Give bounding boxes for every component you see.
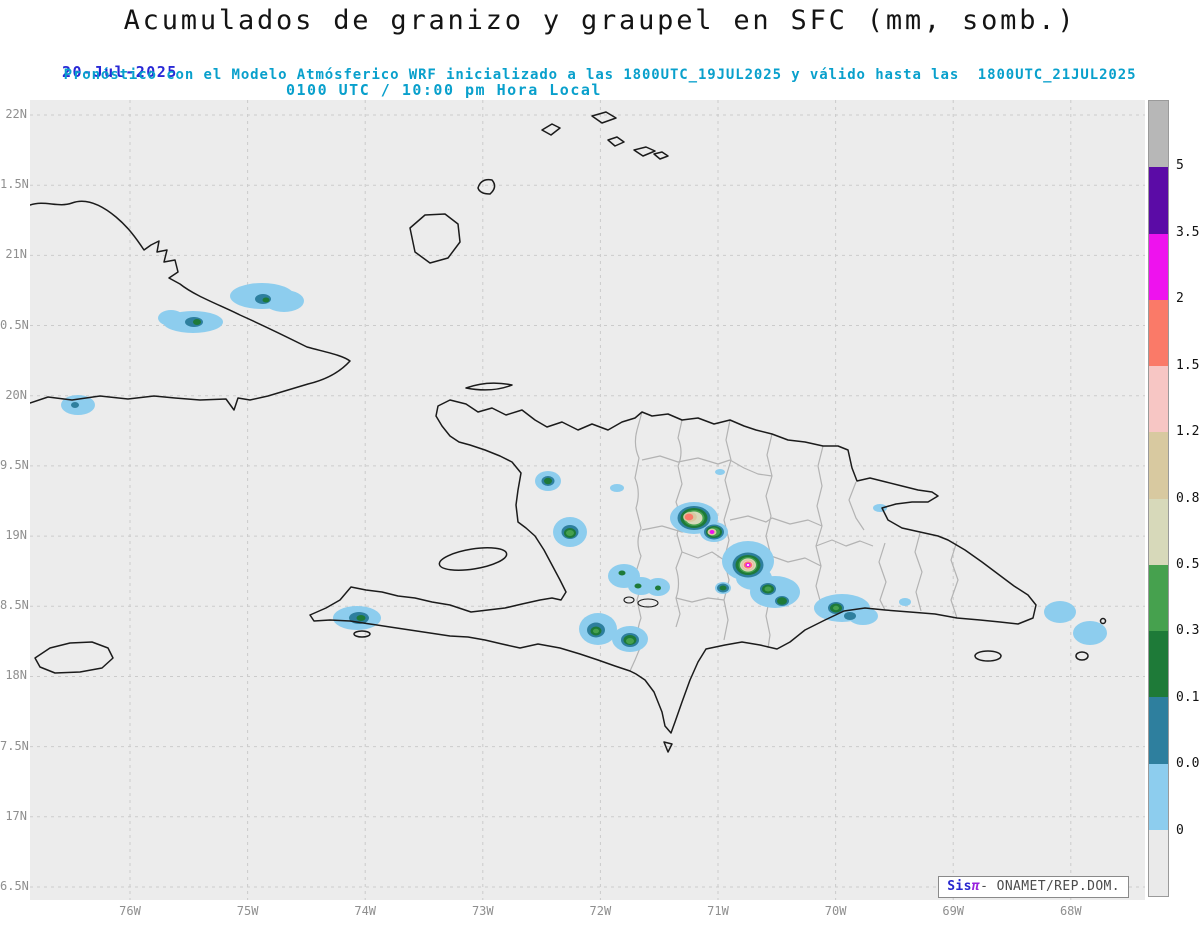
attribution-separator: - (980, 879, 997, 894)
model-info-line: Pronóstico con el Modelo Atmósferico WRF… (63, 67, 1137, 83)
contour-level-0-0.05 (61, 283, 1107, 652)
y-tick-label: 21N (5, 247, 27, 262)
map-canvas (30, 100, 1145, 900)
saona-island (974, 650, 1002, 662)
coastlines (30, 111, 1107, 753)
colorbar-segment (1149, 829, 1168, 896)
colorbar-segment (1149, 631, 1168, 698)
little-inagua-island (477, 178, 496, 195)
forecast-time: 0100 UTC / 10:00 pm Hora Local (286, 81, 602, 99)
y-tick-label: 17N (5, 808, 27, 823)
forecast-date: 20-Jul-2025 (62, 63, 178, 81)
colorbar-segment (1149, 763, 1168, 830)
y-tick-label: 6.5N (0, 878, 29, 893)
colorbar-tick-label: 0 (1176, 822, 1184, 838)
tortue-island (465, 382, 513, 391)
x-tick-label: 75W (236, 904, 259, 918)
lake-enriquillo (637, 598, 659, 608)
pi-symbol: π (971, 879, 981, 894)
gridlines (30, 100, 1145, 900)
y-tick-label: 22N (5, 107, 27, 121)
y-tick-label: 9.5N (0, 457, 29, 472)
colorbar-segment (1149, 299, 1168, 366)
colorbar-segment (1149, 564, 1168, 631)
contour-level-0.1-0.3 (193, 297, 842, 645)
map-plot-area: Sisπ- ONAMET/REP.DOM. (30, 100, 1145, 900)
hail-accumulation-contours (61, 283, 1107, 652)
colorbar-segment (1149, 697, 1168, 764)
colorbar-tick-label: 0.8 (1176, 490, 1200, 506)
x-tick-label: 69W (942, 904, 965, 918)
page-title: Acumulados de granizo y graupel en SFC (… (123, 5, 1077, 36)
x-tick-label: 68W (1059, 904, 1082, 918)
haiti-dr-border (629, 411, 643, 672)
y-tick-label: 1.5N (0, 177, 29, 192)
x-tick-label: 73W (471, 904, 494, 918)
hispaniola-coastline (309, 399, 1037, 734)
y-tick-label: 20N (5, 387, 27, 402)
contour-level-0.05-0.1 (71, 294, 856, 647)
colorbar-segment (1149, 101, 1168, 168)
y-tick-label: 19N (5, 528, 27, 543)
colorbar-segment (1149, 366, 1168, 433)
ile-a-vache-island (353, 630, 371, 638)
attribution-box: Sisπ- ONAMET/REP.DOM. (938, 876, 1129, 898)
colorbar-segment (1149, 432, 1168, 499)
great-inagua-island (409, 213, 461, 264)
colorbar-tick-label: 5 (1176, 158, 1184, 174)
jamaica-coastline (34, 641, 114, 674)
x-tick-label: 74W (354, 904, 377, 918)
attribution-org: ONAMET/REP.DOM. (996, 879, 1120, 894)
mona-island (1075, 651, 1089, 661)
colorbar-tick-label: 2 (1176, 291, 1184, 307)
x-tick-label: 70W (824, 904, 847, 918)
colorbar-tick-label: 0.1 (1176, 689, 1200, 705)
x-tick-label: 72W (589, 904, 612, 918)
province-borders (629, 411, 959, 672)
gonave-island (438, 547, 508, 571)
contour-peak (746, 564, 750, 566)
colorbar-tick-label: 1.2 (1176, 424, 1200, 440)
colorbar-segment (1149, 233, 1168, 300)
y-tick-label: 0.5N (0, 317, 29, 332)
y-tick-label: 8.5N (0, 598, 29, 613)
turks-caicos-islands (541, 111, 669, 160)
sispi-logo-text: Sis (947, 879, 972, 894)
x-tick-label: 76W (119, 904, 141, 918)
colorbar-tick-label: 0.5 (1176, 556, 1200, 572)
colorbar (1148, 100, 1169, 897)
beata-island (663, 741, 673, 753)
y-tick-label: 7.5N (0, 738, 29, 753)
cuba-coastline (30, 200, 351, 411)
monito-island (1099, 617, 1107, 625)
x-tick-label: 71W (707, 904, 729, 918)
colorbar-tick-label: 0.3 (1176, 623, 1200, 639)
colorbar-tick-label: 1.5 (1176, 357, 1200, 373)
lake-azuei (623, 596, 635, 604)
header-line-2: 20-Jul-2025 0100 UTC / 10:00 pm Hora Loc… (0, 45, 1200, 117)
colorbar-tick-label: 3.5 (1176, 224, 1200, 240)
colorbar-tick-label: 0.05 (1176, 756, 1200, 772)
colorbar-segment (1149, 498, 1168, 565)
colorbar-segment (1149, 167, 1168, 234)
y-tick-label: 18N (5, 668, 27, 683)
